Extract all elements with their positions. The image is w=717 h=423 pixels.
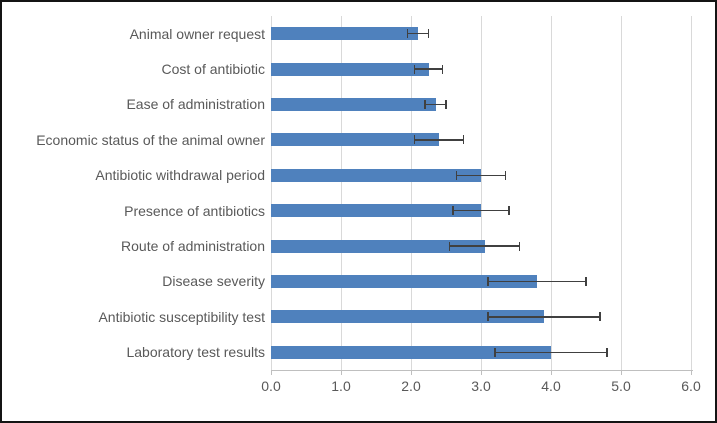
error-bar bbox=[453, 209, 509, 212]
gridline bbox=[691, 16, 692, 370]
error-bar bbox=[407, 32, 429, 35]
gridline bbox=[481, 16, 482, 370]
error-bar-cap bbox=[413, 64, 416, 74]
bar bbox=[271, 204, 481, 218]
error-bar-cap bbox=[406, 29, 409, 39]
error-bar bbox=[414, 139, 464, 141]
error-bar bbox=[495, 351, 607, 354]
error-bar-cap bbox=[494, 347, 496, 357]
category-label: Ease of administration bbox=[126, 96, 265, 113]
bar bbox=[271, 310, 544, 324]
gridline bbox=[271, 16, 272, 370]
error-bar-cap bbox=[445, 100, 447, 109]
error-bar bbox=[449, 245, 520, 247]
category-label: Economic status of the animal owner bbox=[36, 131, 265, 148]
gridline bbox=[341, 16, 342, 370]
error-bar-cap bbox=[413, 135, 416, 145]
category-label: Cost of antibiotic bbox=[161, 61, 266, 78]
gridline bbox=[621, 16, 622, 370]
x-tick-label: 4.0 bbox=[541, 378, 561, 394]
bar bbox=[271, 275, 537, 288]
bar bbox=[271, 345, 551, 359]
error-bar-cap bbox=[448, 241, 451, 251]
x-tick-label: 0.0 bbox=[261, 378, 281, 394]
error-bar bbox=[488, 280, 586, 283]
gridline bbox=[551, 16, 552, 370]
x-tick-mark bbox=[551, 371, 552, 375]
error-bar-cap bbox=[599, 312, 601, 322]
category-axis-labels: Animal owner request Cost of antibiotic Ea… bbox=[2, 16, 265, 370]
bar bbox=[271, 62, 429, 76]
x-tick-label: 3.0 bbox=[471, 378, 491, 394]
x-tick-mark bbox=[691, 371, 692, 375]
x-tick-label: 6.0 bbox=[681, 378, 701, 394]
bar bbox=[271, 239, 485, 253]
error-bar-cap bbox=[427, 29, 430, 39]
category-label: Disease severity bbox=[162, 273, 265, 290]
x-tick-mark bbox=[341, 371, 342, 375]
error-bar-cap bbox=[508, 206, 510, 216]
x-tick-mark bbox=[481, 371, 482, 375]
error-bar bbox=[456, 174, 506, 177]
error-bar-cap bbox=[462, 135, 465, 145]
error-bar bbox=[425, 103, 446, 106]
error-bar-cap bbox=[606, 347, 608, 357]
x-tick-mark bbox=[621, 371, 622, 375]
category-label: Laboratory test results bbox=[126, 344, 265, 361]
error-bar-cap bbox=[424, 100, 426, 109]
x-tick-label: 2.0 bbox=[401, 378, 421, 394]
x-tick-mark bbox=[411, 371, 412, 375]
x-tick-label: 1.0 bbox=[331, 378, 351, 394]
category-label: Antibiotic susceptibility test bbox=[98, 308, 265, 325]
category-label: Antibiotic withdrawal period bbox=[95, 167, 265, 184]
category-label: Route of administration bbox=[121, 238, 265, 255]
category-label: Presence of antibiotics bbox=[124, 202, 265, 219]
error-bar-cap bbox=[441, 64, 444, 74]
error-bar-cap bbox=[452, 206, 454, 216]
error-bar-cap bbox=[455, 170, 458, 180]
x-tick-label: 5.0 bbox=[611, 378, 631, 394]
x-tick-mark bbox=[271, 371, 272, 375]
error-bar bbox=[414, 68, 443, 70]
error-bar-cap bbox=[487, 312, 489, 322]
error-bar-cap bbox=[487, 277, 489, 286]
bar bbox=[271, 98, 436, 111]
category-label: Animal owner request bbox=[129, 25, 265, 42]
error-bar-cap bbox=[504, 170, 507, 180]
error-bar-cap bbox=[585, 277, 587, 286]
plot-area bbox=[271, 16, 692, 370]
bar bbox=[271, 168, 481, 182]
bar bbox=[271, 27, 418, 41]
bar bbox=[271, 133, 439, 147]
error-bar-cap bbox=[518, 241, 521, 251]
gridline bbox=[411, 16, 412, 370]
x-axis-line bbox=[271, 370, 693, 371]
error-bar bbox=[488, 316, 600, 318]
